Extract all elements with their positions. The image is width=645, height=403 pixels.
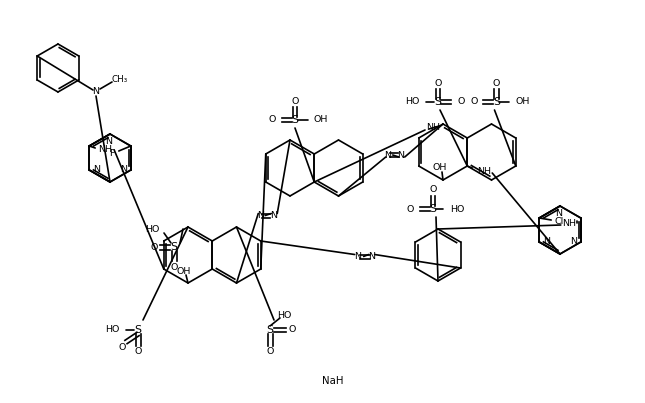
Text: S: S bbox=[135, 325, 141, 335]
Text: O: O bbox=[134, 347, 142, 357]
Text: NH: NH bbox=[98, 145, 112, 154]
Text: HO: HO bbox=[146, 224, 160, 233]
Text: O: O bbox=[406, 204, 414, 214]
Text: CH₃: CH₃ bbox=[112, 75, 128, 83]
Text: F: F bbox=[109, 148, 114, 158]
Text: S: S bbox=[493, 97, 500, 107]
Text: O: O bbox=[150, 243, 157, 251]
Text: N: N bbox=[384, 150, 392, 160]
Text: HO: HO bbox=[450, 204, 464, 214]
Text: N: N bbox=[542, 237, 550, 247]
Text: N: N bbox=[106, 137, 112, 145]
Text: HO: HO bbox=[404, 98, 419, 106]
Text: O: O bbox=[288, 326, 295, 334]
Text: OH: OH bbox=[433, 164, 447, 172]
Text: HO: HO bbox=[277, 312, 291, 320]
Text: NH: NH bbox=[426, 123, 440, 133]
Text: NaH: NaH bbox=[322, 376, 343, 386]
Text: OH: OH bbox=[177, 266, 191, 276]
Text: O: O bbox=[457, 98, 464, 106]
Text: NH: NH bbox=[562, 220, 576, 229]
Text: NH: NH bbox=[477, 168, 491, 177]
Text: O: O bbox=[493, 79, 500, 87]
Text: O: O bbox=[170, 262, 177, 272]
Text: N: N bbox=[555, 208, 562, 218]
Text: OH: OH bbox=[314, 116, 328, 125]
Text: O: O bbox=[470, 98, 477, 106]
Text: N: N bbox=[570, 237, 577, 247]
Text: S: S bbox=[266, 325, 273, 335]
Text: N: N bbox=[368, 252, 375, 261]
Text: N: N bbox=[354, 252, 361, 261]
Text: N: N bbox=[257, 211, 264, 220]
Text: N: N bbox=[120, 166, 127, 174]
Text: O: O bbox=[118, 343, 126, 353]
Text: N: N bbox=[270, 211, 277, 220]
Text: O: O bbox=[266, 347, 273, 357]
Text: S: S bbox=[292, 115, 299, 125]
Text: O: O bbox=[268, 116, 276, 125]
Text: Cl: Cl bbox=[555, 216, 564, 226]
Text: N: N bbox=[397, 150, 404, 160]
Text: S: S bbox=[170, 242, 177, 252]
Text: O: O bbox=[430, 185, 437, 195]
Text: O: O bbox=[434, 79, 442, 87]
Text: N: N bbox=[93, 166, 100, 174]
Text: HO: HO bbox=[106, 326, 120, 334]
Text: OH: OH bbox=[515, 98, 530, 106]
Text: O: O bbox=[292, 96, 299, 106]
Text: S: S bbox=[430, 204, 437, 214]
Text: N: N bbox=[92, 87, 99, 96]
Text: S: S bbox=[435, 97, 441, 107]
